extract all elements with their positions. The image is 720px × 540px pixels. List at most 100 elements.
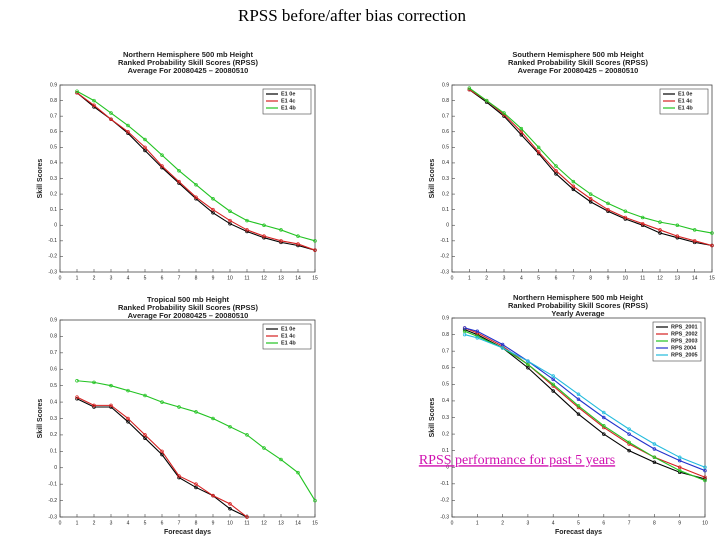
y-tick-label: 0.1 xyxy=(50,449,57,455)
data-point xyxy=(75,395,79,399)
series-line xyxy=(76,90,316,242)
chart-title: Southern Hemisphere 500 mb Height xyxy=(512,50,644,59)
series-line xyxy=(76,396,248,518)
x-tick-label: 7 xyxy=(572,275,575,281)
data-point xyxy=(160,449,164,454)
data-point xyxy=(262,234,266,238)
data-point xyxy=(588,192,593,196)
data-point xyxy=(571,179,576,184)
x-tick-label: 6 xyxy=(602,520,605,526)
data-point xyxy=(245,218,249,223)
data-point xyxy=(627,432,631,436)
x-tick-label: 0 xyxy=(451,520,454,526)
x-tick-label: 13 xyxy=(675,275,681,281)
chart-title: Ranked Probability Skill Scores (RPSS) xyxy=(508,301,649,310)
x-tick-label: 12 xyxy=(261,275,267,281)
data-point xyxy=(627,448,631,453)
x-tick-label: 15 xyxy=(312,275,318,281)
data-point xyxy=(109,111,113,115)
x-tick-label: 8 xyxy=(195,275,198,281)
chart-title: Ranked Probability Skill Scores (RPSS) xyxy=(508,58,649,67)
series-line xyxy=(76,398,248,518)
data-point xyxy=(177,179,181,184)
data-point xyxy=(606,201,610,206)
data-point xyxy=(652,447,657,451)
data-point xyxy=(194,195,198,199)
data-point xyxy=(143,393,147,398)
x-tick-label: 12 xyxy=(657,275,663,281)
y-tick-label: 0.1 xyxy=(442,207,449,213)
y-tick-label: 0.8 xyxy=(442,98,449,104)
y-tick-label: 0 xyxy=(54,465,57,471)
link-text[interactable]: RPSS performance for past 5 years xyxy=(419,453,615,468)
data-point xyxy=(576,412,581,416)
data-point xyxy=(194,182,198,187)
x-tick-label: 10 xyxy=(227,520,233,526)
data-point xyxy=(313,498,317,503)
plot-area xyxy=(59,319,316,518)
series-line xyxy=(464,327,706,472)
data-point xyxy=(109,383,113,388)
plot-area xyxy=(59,84,316,273)
y-tick-label: 0.8 xyxy=(50,334,57,340)
data-point xyxy=(211,493,215,498)
chart-title: Average For 20080425 – 20080510 xyxy=(128,311,249,320)
x-tick-label: 3 xyxy=(110,520,113,526)
chart-title: Northern Hemisphere 500 mb Height xyxy=(123,50,254,59)
y-tick-label: 0.4 xyxy=(442,160,449,166)
x-tick-label: 11 xyxy=(244,520,249,526)
data-point xyxy=(536,150,541,154)
x-tick-label: 9 xyxy=(212,520,215,526)
x-tick-label: 10 xyxy=(623,275,629,281)
data-point xyxy=(296,470,300,475)
data-point xyxy=(500,346,505,350)
legend-label: RPS_2001 xyxy=(671,324,698,330)
data-point xyxy=(143,433,147,437)
x-tick-label: 7 xyxy=(628,520,631,526)
y-axis-label: Skill Scores xyxy=(37,159,44,199)
y-tick-label: -0.1 xyxy=(48,481,57,487)
y-tick-label: -0.1 xyxy=(440,238,449,244)
data-point xyxy=(502,111,506,115)
x-tick-label: 12 xyxy=(261,520,267,526)
data-point xyxy=(658,220,662,224)
data-point xyxy=(640,221,645,226)
data-point xyxy=(143,145,147,150)
data-point xyxy=(279,228,283,232)
x-tick-label: 7 xyxy=(178,275,181,281)
y-tick-label: 0.6 xyxy=(50,367,57,373)
series-line xyxy=(469,87,713,234)
legend-label: E1 4c xyxy=(281,333,295,339)
data-point xyxy=(313,248,317,252)
data-point xyxy=(143,137,147,142)
chart-title: Tropical 500 mb Height xyxy=(147,295,230,304)
x-tick-label: 6 xyxy=(161,520,164,526)
data-point xyxy=(126,130,130,134)
data-point xyxy=(551,374,555,378)
x-tick-label: 2 xyxy=(485,275,488,281)
y-tick-label: 0.6 xyxy=(50,129,57,135)
legend-label: E1 0e xyxy=(281,326,295,332)
series-line xyxy=(76,380,316,501)
x-tick-label: 4 xyxy=(127,520,130,526)
x-tick-label: 5 xyxy=(144,275,147,281)
data-point xyxy=(602,424,606,428)
data-point xyxy=(228,424,232,429)
x-tick-label: 1 xyxy=(476,520,479,526)
data-point xyxy=(211,416,215,421)
data-point xyxy=(652,460,657,465)
chart-title: Ranked Probability Skill Scores (RPSS) xyxy=(118,303,259,312)
y-tick-label: 0 xyxy=(446,223,449,229)
legend-label: E1 0e xyxy=(678,91,692,97)
data-point xyxy=(571,184,576,189)
data-point xyxy=(526,366,530,370)
chart-title: Northern Hemisphere 500 mb Height xyxy=(513,293,644,302)
data-point xyxy=(652,455,657,460)
data-point xyxy=(623,215,628,220)
legend-label: E1 4b xyxy=(281,340,296,346)
data-point xyxy=(109,117,113,122)
data-point xyxy=(627,440,631,445)
data-point xyxy=(92,98,96,103)
x-tick-label: 4 xyxy=(127,275,130,281)
